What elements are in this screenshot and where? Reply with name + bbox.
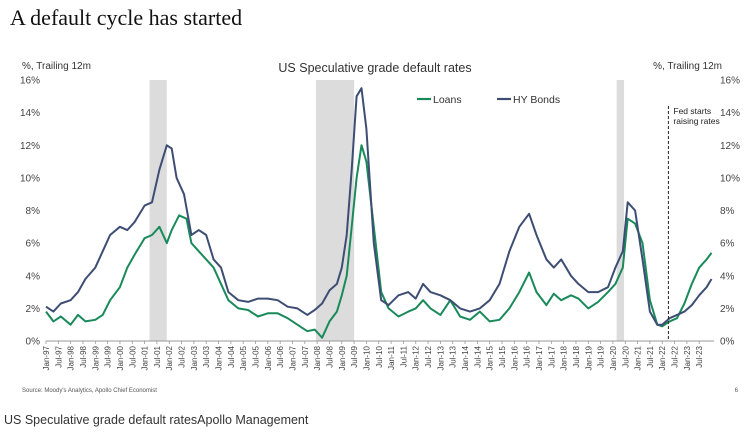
x-tick-label-16: Jan-05	[239, 345, 248, 370]
x-tick-label-30: Jan-12	[412, 345, 421, 370]
y-tick-left-4: 8%	[26, 206, 41, 217]
x-tick-label-10: Jan-02	[165, 345, 174, 370]
fed-annotation-line-1: raising rates	[673, 116, 719, 126]
x-tick-label-34: Jan-14	[461, 345, 470, 370]
x-tick-label-3: Jul-98	[79, 345, 88, 367]
y-tick-left-7: 14%	[20, 108, 40, 119]
x-tick-label-49: Jul-21	[646, 345, 655, 367]
x-tick-label-53: Jul-23	[695, 345, 704, 367]
series-line-loans	[45, 144, 713, 339]
x-tick-label-26: Jan-10	[362, 345, 371, 370]
x-tick-label-0: Jan-97	[42, 345, 51, 370]
right-axis-unit: %, Trailing 12m	[653, 61, 722, 72]
x-tick-label-28: Jan-11	[387, 345, 396, 369]
x-tick-label-52: Jan-23	[683, 345, 692, 370]
source-note: Source: Moody's Analytics, Apollo Chief …	[22, 388, 157, 394]
x-tick-label-35: Jul-14	[473, 345, 482, 367]
x-tick-label-46: Jan-20	[609, 345, 618, 370]
x-tick-label-44: Jan-19	[584, 345, 593, 370]
x-tick-label-37: Jul-15	[498, 345, 507, 367]
x-tick-label-1: Jul-97	[54, 345, 63, 367]
x-tick-label-19: Jul-06	[276, 345, 285, 367]
y-tick-left-1: 2%	[26, 304, 41, 315]
chart-title: US Speculative grade default rates	[278, 61, 472, 75]
x-tick-label-31: Jul-12	[424, 345, 433, 367]
x-tick-label-36: Jan-15	[486, 345, 495, 370]
x-tick-label-39: Jul-16	[523, 345, 532, 367]
x-tick-label-15: Jul-04	[227, 345, 236, 367]
x-tick-label-27: Jul-10	[375, 345, 384, 367]
x-tick-label-22: Jan-08	[313, 345, 322, 370]
y-tick-left-3: 6%	[26, 239, 41, 250]
page-number: 6	[734, 388, 738, 394]
x-tick-label-43: Jul-18	[572, 345, 581, 367]
x-tick-label-5: Jul-99	[104, 345, 113, 367]
x-tick-label-51: Jul-22	[671, 345, 680, 367]
x-tick-label-25: Jul-09	[350, 345, 359, 367]
y-tick-right-4: 8%	[720, 206, 735, 217]
y-tick-right-8: 16%	[720, 76, 740, 87]
x-tick-label-9: Jul-01	[153, 345, 162, 367]
x-tick-label-50: Jan-22	[658, 345, 667, 370]
x-tick-label-6: Jan-00	[116, 345, 125, 370]
x-tick-label-21: Jul-07	[301, 345, 310, 367]
x-tick-label-33: Jul-13	[449, 345, 458, 367]
x-tick-label-20: Jan-07	[288, 345, 297, 370]
x-tick-label-2: Jan-98	[67, 345, 76, 370]
x-tick-label-23: Jul-08	[325, 345, 334, 367]
x-tick-label-14: Jan-04	[215, 345, 224, 370]
y-tick-right-1: 2%	[720, 304, 735, 315]
x-tick-label-18: Jan-06	[264, 345, 273, 370]
x-tick-label-38: Jan-16	[510, 345, 519, 370]
x-tick-label-8: Jan-01	[141, 345, 150, 370]
x-tick-label-45: Jul-19	[597, 345, 606, 367]
left-axis-unit: %, Trailing 12m	[22, 61, 91, 72]
y-tick-left-0: 0%	[26, 337, 41, 348]
x-tick-label-4: Jan-99	[91, 345, 100, 370]
legend-label-0: Loans	[433, 94, 462, 106]
x-tick-label-12: Jan-03	[190, 345, 199, 370]
y-tick-left-5: 10%	[20, 173, 40, 184]
y-tick-left-8: 16%	[20, 76, 40, 87]
y-tick-right-2: 4%	[720, 271, 735, 282]
recession-band-2	[616, 80, 625, 341]
x-tick-label-7: Jul-00	[128, 345, 137, 367]
x-tick-label-40: Jan-17	[535, 345, 544, 370]
y-tick-right-5: 10%	[720, 173, 740, 184]
x-tick-label-11: Jul-02	[178, 345, 187, 367]
y-tick-right-6: 12%	[720, 141, 740, 152]
y-tick-right-0: 0%	[720, 337, 735, 348]
y-tick-left-2: 4%	[26, 271, 41, 282]
x-tick-label-29: Jul-11	[399, 345, 408, 367]
image-caption: US Speculative grade default ratesApollo…	[4, 413, 309, 427]
slide-headline: A default cycle has started	[10, 5, 243, 30]
y-tick-left-6: 12%	[20, 141, 40, 152]
x-tick-label-13: Jul-03	[202, 345, 211, 367]
x-tick-label-32: Jan-13	[436, 345, 445, 370]
x-tick-label-47: Jul-20	[621, 345, 630, 367]
series-line-hy-bonds	[45, 87, 713, 326]
x-tick-label-42: Jan-18	[560, 345, 569, 370]
fed-annotation-line-0: Fed starts	[673, 106, 711, 116]
x-tick-label-24: Jan-09	[338, 345, 347, 370]
y-tick-right-3: 6%	[720, 239, 735, 250]
legend-label-1: HY Bonds	[513, 94, 560, 106]
x-tick-label-17: Jul-05	[252, 345, 261, 367]
x-tick-label-48: Jan-21	[634, 345, 643, 370]
x-tick-label-41: Jul-17	[547, 345, 556, 367]
y-tick-right-7: 14%	[720, 108, 740, 119]
recession-band-0	[149, 80, 167, 341]
